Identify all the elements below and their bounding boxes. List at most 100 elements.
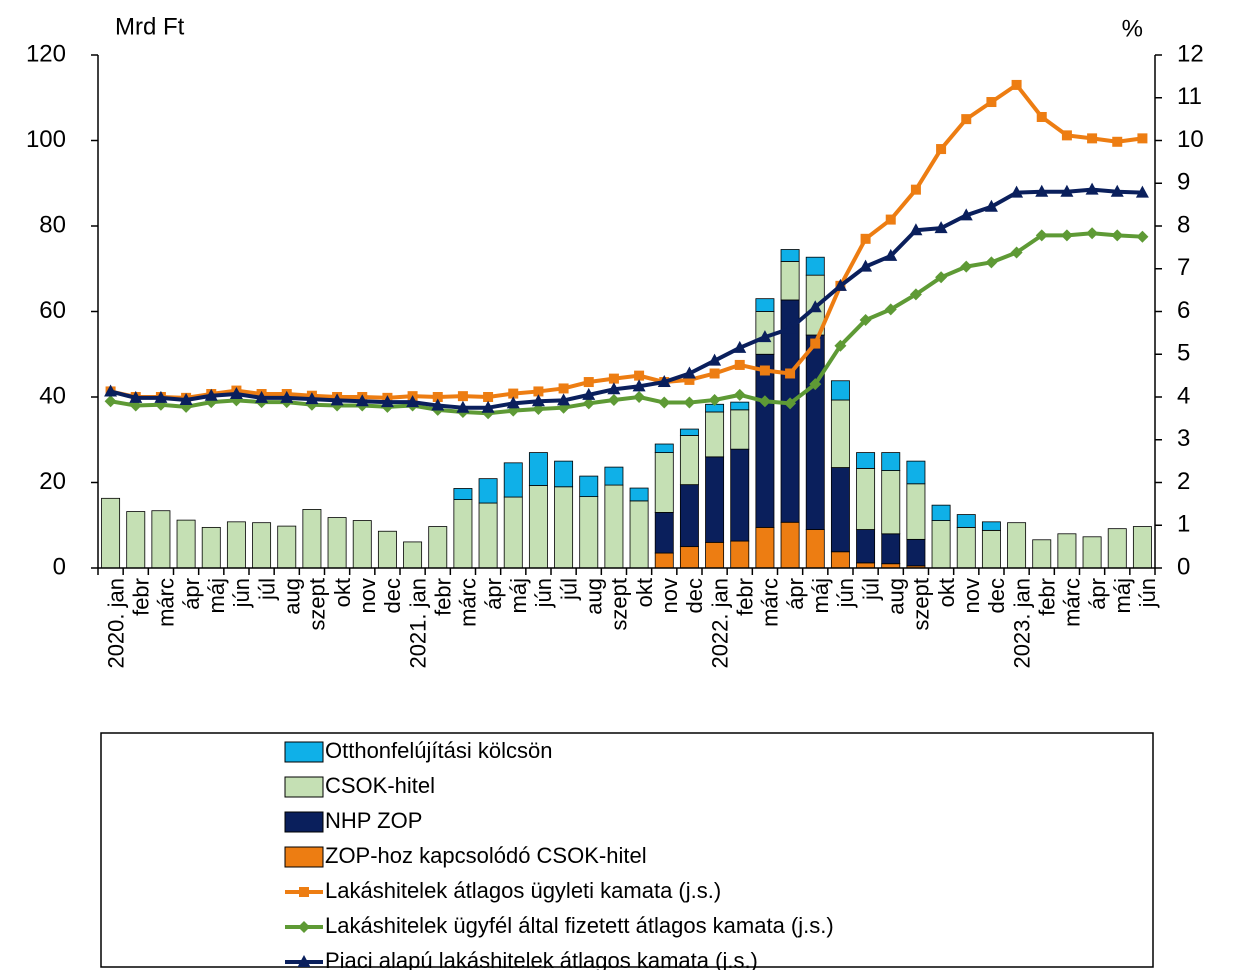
bar-segment: [881, 452, 901, 471]
bar-segment: [931, 504, 951, 521]
bar-segment: [705, 541, 725, 569]
bar-segment: [830, 399, 850, 468]
bar-segment: [881, 470, 901, 535]
line-marker: [1036, 111, 1047, 122]
bar-segment: [151, 510, 171, 569]
bar-segment: [805, 334, 825, 530]
y2-tick-label: 6: [1177, 297, 1190, 324]
bar-segment: [629, 500, 649, 569]
line-marker: [1060, 184, 1074, 197]
line-marker: [682, 366, 696, 379]
line-marker: [582, 397, 595, 410]
line-marker: [708, 393, 721, 406]
x-tick-label: júl: [858, 578, 883, 601]
x-tick-label: jún: [1135, 578, 1160, 608]
y2-tick-label: 7: [1177, 254, 1190, 281]
line-marker: [457, 391, 468, 402]
bar-segment: [906, 483, 926, 540]
line-marker: [910, 184, 921, 195]
bar-segment: [780, 521, 800, 569]
line-marker: [179, 392, 193, 405]
line-marker: [859, 314, 872, 327]
y-tick-label: 40: [39, 382, 66, 409]
y2-tick-label: 3: [1177, 425, 1190, 452]
bar-segment: [1082, 536, 1102, 569]
x-tick-label: febr: [1035, 578, 1060, 616]
x-tick-label: máj: [1110, 578, 1135, 613]
legend-swatch: [284, 846, 324, 868]
line-marker: [683, 396, 696, 409]
line-marker: [557, 393, 571, 406]
line-marker: [508, 388, 519, 399]
legend-label: ZOP-hoz kapcsolódó CSOK-hitel: [325, 843, 647, 868]
bar-segment: [705, 456, 725, 543]
line-marker: [960, 260, 973, 273]
bar-segment: [252, 522, 272, 569]
line-marker: [1137, 133, 1148, 144]
bar-segment: [201, 526, 221, 569]
legend-label: Lakáshitelek átlagos ügyleti kamata (j.s…: [325, 878, 721, 903]
line-marker: [860, 233, 871, 244]
line-marker: [583, 377, 594, 388]
x-tick-label: aug: [884, 578, 909, 615]
series-line: [110, 82, 1143, 400]
line-marker: [1035, 229, 1048, 242]
bar-segment: [1032, 539, 1052, 569]
bar-segment: [554, 460, 574, 488]
bar-segment: [377, 530, 397, 569]
line-marker: [607, 382, 621, 395]
bar-segment: [679, 484, 699, 548]
line-marker: [709, 368, 720, 379]
bar-segment: [277, 525, 297, 569]
bar-segment: [302, 509, 322, 569]
line-marker: [255, 390, 269, 403]
x-tick-label: márc: [758, 578, 783, 627]
legend-swatch: [284, 741, 324, 763]
bar-segment: [503, 496, 523, 569]
line-marker: [607, 393, 620, 406]
bar-segment: [629, 487, 649, 502]
line-marker: [884, 303, 897, 316]
x-tick-label: júl: [254, 578, 279, 601]
bar-segment: [503, 462, 523, 498]
x-tick-label: 2023. jan: [1009, 578, 1034, 669]
bar-segment: [654, 552, 674, 569]
line-marker: [758, 395, 771, 408]
line-marker: [708, 353, 722, 366]
line-marker: [1111, 229, 1124, 242]
bar-segment: [830, 467, 850, 553]
line-marker: [684, 374, 695, 385]
bar-segment: [554, 486, 574, 569]
line-marker: [330, 393, 344, 406]
series-line: [110, 187, 1143, 410]
bar-segment: [579, 496, 599, 569]
line-marker: [1010, 246, 1023, 259]
legend-label: NHP ZOP: [325, 808, 422, 833]
bar-segment: [478, 478, 498, 504]
line-marker: [1087, 133, 1098, 144]
line-marker: [959, 208, 973, 221]
legend-swatch: [284, 776, 324, 798]
bar-segment: [126, 511, 146, 569]
bar-segment: [327, 517, 347, 569]
bar-segment: [403, 541, 423, 569]
bar-segment: [453, 499, 473, 569]
bar-segment: [478, 502, 498, 569]
line-marker: [154, 390, 168, 403]
line-marker: [355, 394, 369, 407]
line-marker: [909, 223, 923, 236]
line-marker: [758, 330, 772, 343]
bar-segment: [705, 411, 725, 458]
x-tick-label: szept: [909, 578, 934, 631]
x-tick-label: jún: [531, 578, 556, 608]
line-marker: [885, 214, 896, 225]
bar-segment: [604, 484, 624, 569]
bar-segment: [956, 514, 976, 528]
line-marker: [533, 386, 544, 397]
bar-segment: [1107, 528, 1127, 569]
bar-segment: [101, 497, 121, 569]
y-tick-label: 20: [39, 468, 66, 495]
y-tick-label: 120: [26, 40, 66, 67]
line-marker: [1035, 184, 1049, 197]
line-marker: [633, 391, 646, 403]
